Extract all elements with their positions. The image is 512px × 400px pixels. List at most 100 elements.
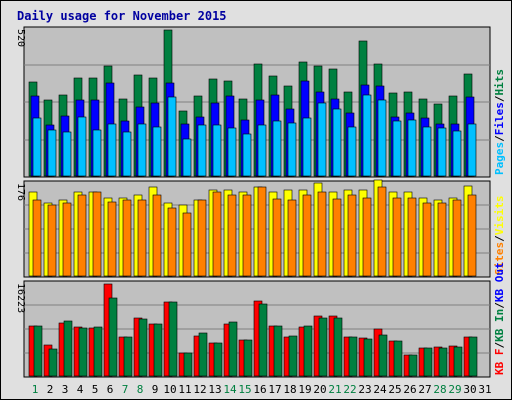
bar-pages-day-1 xyxy=(32,117,42,177)
x-tick-label-day-11: 11 xyxy=(178,383,191,396)
x-tick-label-day-15: 15 xyxy=(238,383,251,396)
bar-sites-day-15 xyxy=(242,194,252,277)
bar-sites-day-23 xyxy=(362,197,372,277)
bar-sites-day-2 xyxy=(47,204,57,277)
legend-entry: KB F xyxy=(493,349,506,376)
bar-sites-day-29 xyxy=(452,199,462,277)
y-axis-max-label: 176 xyxy=(15,183,26,201)
bar-pages-day-27 xyxy=(422,126,432,177)
x-tick-label-day-30: 30 xyxy=(463,383,476,396)
bar-pages-day-9 xyxy=(152,126,162,177)
bar-pages-day-28 xyxy=(437,127,447,177)
legend-entry: KB In xyxy=(493,309,506,342)
bar-kb-in-day-12 xyxy=(198,332,208,377)
bar-kb-in-day-23 xyxy=(363,338,373,377)
bar-pages-day-8 xyxy=(137,123,147,177)
x-tick-label-day-7: 7 xyxy=(122,383,129,396)
legend-entry: KB Out xyxy=(493,262,506,302)
bar-pages-day-3 xyxy=(62,131,72,177)
bar-kb-in-day-9 xyxy=(153,323,163,377)
bar-pages-day-5 xyxy=(92,129,102,177)
bar-sites-day-21 xyxy=(332,198,342,277)
bar-pages-day-22 xyxy=(347,126,357,177)
vertical-legend-1: Pages/Files/Hits xyxy=(493,69,506,175)
x-tick-label-day-20: 20 xyxy=(313,383,326,396)
bar-pages-day-11 xyxy=(182,138,192,177)
x-tick-label-day-3: 3 xyxy=(62,383,69,396)
bar-kb-in-day-24 xyxy=(378,334,388,377)
bar-sites-day-8 xyxy=(137,199,147,277)
bar-kb-in-day-20 xyxy=(318,317,328,377)
bar-sites-day-25 xyxy=(392,197,402,277)
legend-entry: Sites xyxy=(493,242,506,275)
bar-sites-day-22 xyxy=(347,194,357,277)
vertical-legend-2: Sites/Visits xyxy=(493,196,506,276)
x-tick-label-day-24: 24 xyxy=(373,383,387,396)
bar-pages-day-12 xyxy=(197,124,207,177)
bar-sites-day-3 xyxy=(62,202,72,277)
x-tick-label-day-28: 28 xyxy=(433,383,446,396)
bar-pages-day-26 xyxy=(407,119,417,177)
bar-sites-day-12 xyxy=(197,199,207,277)
bar-sites-day-20 xyxy=(317,191,327,277)
bar-sites-day-16 xyxy=(257,186,267,277)
bar-sites-day-26 xyxy=(407,197,417,277)
bar-pages-day-21 xyxy=(332,108,342,177)
bar-kb-in-day-11 xyxy=(183,352,193,377)
x-tick-label-day-9: 9 xyxy=(152,383,159,396)
x-tick-label-day-27: 27 xyxy=(418,383,431,396)
legend-entry: Visits xyxy=(493,196,506,236)
bar-kb-in-day-16 xyxy=(258,303,268,377)
x-tick-label-day-1: 1 xyxy=(32,383,39,396)
bar-pages-day-10 xyxy=(167,96,177,177)
legend-entry: / xyxy=(493,302,506,309)
x-tick-label-day-17: 17 xyxy=(268,383,281,396)
x-tick-label-day-10: 10 xyxy=(163,383,176,396)
bar-pages-day-6 xyxy=(107,123,117,177)
legend-entry: Files xyxy=(493,102,506,135)
legend-entry: Pages xyxy=(493,142,506,175)
bar-sites-day-6 xyxy=(107,201,117,277)
bar-pages-day-18 xyxy=(287,122,297,177)
bar-kb-in-day-19 xyxy=(303,325,313,377)
legend-entry: / xyxy=(493,135,506,142)
bar-sites-day-28 xyxy=(437,202,447,277)
bar-sites-day-24 xyxy=(377,186,387,277)
legend-entry: / xyxy=(493,95,506,102)
x-tick-label-day-2: 2 xyxy=(47,383,54,396)
bar-pages-day-15 xyxy=(242,133,252,177)
x-tick-label-day-21: 21 xyxy=(328,383,341,396)
bar-kb-in-day-1 xyxy=(33,325,43,377)
x-tick-label-day-23: 23 xyxy=(358,383,371,396)
bar-pages-day-24 xyxy=(377,99,387,177)
bar-sites-day-10 xyxy=(167,207,177,277)
bar-sites-day-14 xyxy=(227,194,237,277)
bar-kb-in-day-27 xyxy=(423,347,433,377)
x-tick-label-day-26: 26 xyxy=(403,383,416,396)
bar-kb-in-day-5 xyxy=(93,326,103,377)
bar-pages-day-17 xyxy=(272,120,282,177)
x-tick-label-day-12: 12 xyxy=(193,383,206,396)
bar-pages-day-30 xyxy=(467,123,477,177)
x-tick-label-day-29: 29 xyxy=(448,383,461,396)
bar-sites-day-18 xyxy=(287,199,297,277)
legend-entry: Hits xyxy=(493,69,506,96)
bar-kb-in-day-26 xyxy=(408,354,418,377)
x-tick-label-day-31: 31 xyxy=(478,383,491,396)
bar-sites-day-1 xyxy=(32,199,42,277)
bar-sites-day-11 xyxy=(182,212,192,277)
bar-kb-in-day-30 xyxy=(468,336,478,377)
bar-pages-day-25 xyxy=(392,120,402,177)
bar-pages-day-29 xyxy=(452,130,462,177)
bar-kb-in-day-28 xyxy=(438,347,448,377)
bar-sites-day-17 xyxy=(272,198,282,277)
bar-pages-day-16 xyxy=(257,124,267,177)
bar-kb-in-day-29 xyxy=(453,346,463,377)
x-tick-label-day-16: 16 xyxy=(253,383,266,396)
bar-kb-in-day-7 xyxy=(123,336,133,377)
bar-kb-in-day-10 xyxy=(168,301,178,377)
bar-kb-in-day-3 xyxy=(63,320,73,377)
x-tick-label-day-14: 14 xyxy=(223,383,237,396)
bar-kb-in-day-8 xyxy=(138,318,148,377)
bar-pages-day-14 xyxy=(227,127,237,177)
